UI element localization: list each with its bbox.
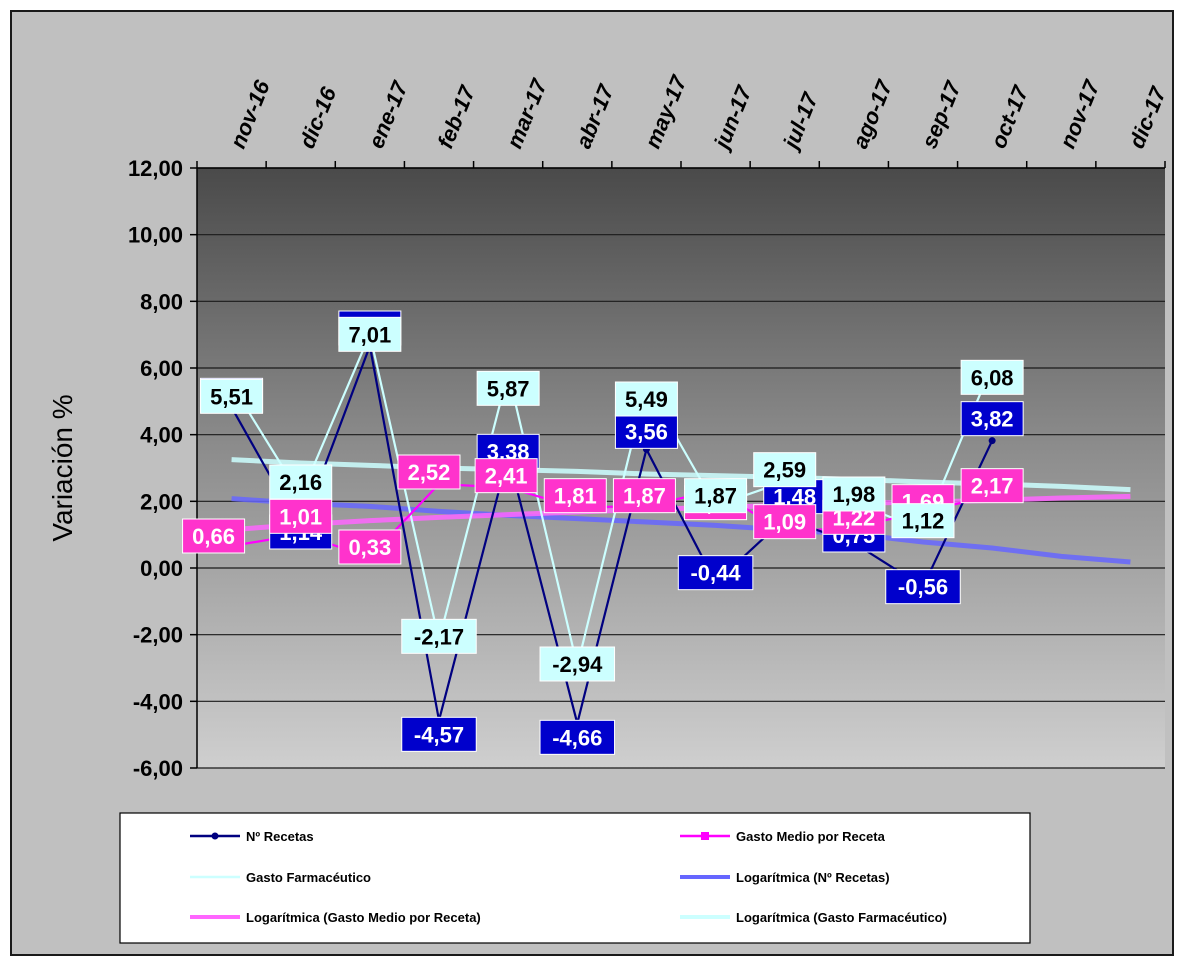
legend-box bbox=[119, 812, 1031, 944]
data-label: 0,33 bbox=[348, 535, 391, 560]
legend-marker bbox=[211, 832, 219, 840]
legend-label: Logarítmica (Gasto Farmacéutico) bbox=[736, 910, 947, 925]
data-label-box bbox=[891, 503, 955, 539]
x-tick-label: dic-16 bbox=[294, 83, 341, 152]
legend-label: Gasto Medio por Receta bbox=[736, 829, 886, 844]
y-tick-label: 4,00 bbox=[140, 423, 183, 448]
x-tick-label: abr-17 bbox=[571, 80, 620, 152]
y-tick-label: 2,00 bbox=[140, 489, 183, 514]
data-label-box bbox=[753, 504, 817, 540]
data-label: -0,56 bbox=[898, 575, 948, 600]
data-label-box bbox=[960, 401, 1024, 437]
x-tick-label: dic-17 bbox=[1124, 82, 1172, 152]
data-label: 2,41 bbox=[485, 464, 528, 489]
data-label: 1,87 bbox=[623, 484, 666, 509]
x-tick-label: oct-17 bbox=[986, 81, 1034, 152]
data-label-box bbox=[822, 476, 886, 512]
data-label-box bbox=[269, 464, 333, 500]
x-tick-label: sep-17 bbox=[916, 76, 966, 152]
data-label-box bbox=[338, 529, 402, 565]
data-label: 1,98 bbox=[832, 482, 875, 507]
y-axis-label: Variación % bbox=[47, 394, 78, 541]
trendline bbox=[231, 496, 1131, 565]
data-label: 5,87 bbox=[487, 376, 530, 401]
data-point bbox=[988, 437, 996, 445]
legend-marker bbox=[701, 832, 709, 840]
x-tick-label: nov-17 bbox=[1055, 75, 1105, 152]
x-tick-label: jun-17 bbox=[708, 81, 757, 155]
data-label-box bbox=[338, 316, 402, 352]
data-label-box bbox=[684, 478, 748, 514]
data-label-box bbox=[960, 359, 1024, 395]
data-label: 2,17 bbox=[971, 474, 1014, 499]
legend-label: Logarítmica (Nº Recetas) bbox=[736, 870, 890, 885]
data-label: 1,81 bbox=[554, 484, 597, 509]
x-tick-label: feb-17 bbox=[432, 81, 480, 152]
data-label-box bbox=[539, 646, 616, 682]
plot-area bbox=[197, 168, 1165, 768]
x-tick-label: mar-17 bbox=[502, 74, 553, 152]
data-label-box bbox=[543, 478, 607, 514]
x-tick-label: may-17 bbox=[640, 71, 692, 152]
data-label: 1,09 bbox=[763, 510, 806, 535]
data-label: 5,51 bbox=[210, 384, 253, 409]
y-tick-label: -4,00 bbox=[133, 689, 183, 714]
data-label-box bbox=[401, 618, 477, 654]
data-label: -4,66 bbox=[552, 725, 602, 750]
data-label-box bbox=[677, 555, 754, 591]
data-label-box bbox=[614, 413, 678, 449]
y-tick-label: -6,00 bbox=[133, 756, 183, 781]
data-label-box bbox=[885, 569, 961, 605]
y-tick-label: 0,00 bbox=[140, 556, 183, 581]
data-label-box bbox=[612, 478, 676, 514]
y-tick-label: 10,00 bbox=[128, 223, 183, 248]
data-label: 2,52 bbox=[408, 460, 451, 485]
data-label-box bbox=[182, 518, 246, 554]
data-label-box bbox=[614, 381, 678, 417]
x-tick-label: ene-17 bbox=[363, 76, 413, 152]
legend-label: Nº Recetas bbox=[246, 829, 314, 844]
x-tick-label: nov-16 bbox=[225, 76, 275, 152]
data-label: 7,01 bbox=[348, 322, 391, 347]
data-label: 3,56 bbox=[625, 419, 668, 444]
data-label: 2,59 bbox=[763, 458, 806, 483]
data-label-box bbox=[539, 719, 616, 755]
data-label-box bbox=[753, 452, 817, 488]
data-label: 2,16 bbox=[279, 470, 322, 495]
data-label: 0,66 bbox=[192, 524, 235, 549]
data-label-box bbox=[476, 370, 540, 406]
y-tick-label: -2,00 bbox=[133, 623, 183, 648]
x-tick-label: ago-17 bbox=[847, 75, 897, 152]
data-label: 1,01 bbox=[279, 504, 322, 529]
data-label: -0,44 bbox=[690, 561, 741, 586]
data-label: -2,94 bbox=[552, 652, 603, 677]
data-label: -4,57 bbox=[414, 722, 464, 747]
data-label: 1,12 bbox=[902, 509, 945, 534]
data-label-box bbox=[397, 454, 461, 490]
data-label-box bbox=[401, 716, 477, 752]
y-tick-label: 12,00 bbox=[128, 156, 183, 181]
data-label: 3,82 bbox=[971, 407, 1014, 432]
legend-label: Logarítmica (Gasto Medio por Receta) bbox=[246, 910, 481, 925]
data-label-box bbox=[200, 378, 264, 414]
data-label-box bbox=[474, 458, 538, 494]
legend-label: Gasto Farmacéutico bbox=[246, 870, 371, 885]
data-label: 5,49 bbox=[625, 387, 668, 412]
data-label-box bbox=[960, 468, 1024, 504]
y-tick-label: 6,00 bbox=[140, 356, 183, 381]
x-tick-label: jul-17 bbox=[777, 88, 823, 155]
data-label: 1,87 bbox=[694, 484, 737, 509]
y-tick-label: 8,00 bbox=[140, 289, 183, 314]
data-label: 6,08 bbox=[971, 365, 1014, 390]
data-label: -2,17 bbox=[414, 624, 464, 649]
